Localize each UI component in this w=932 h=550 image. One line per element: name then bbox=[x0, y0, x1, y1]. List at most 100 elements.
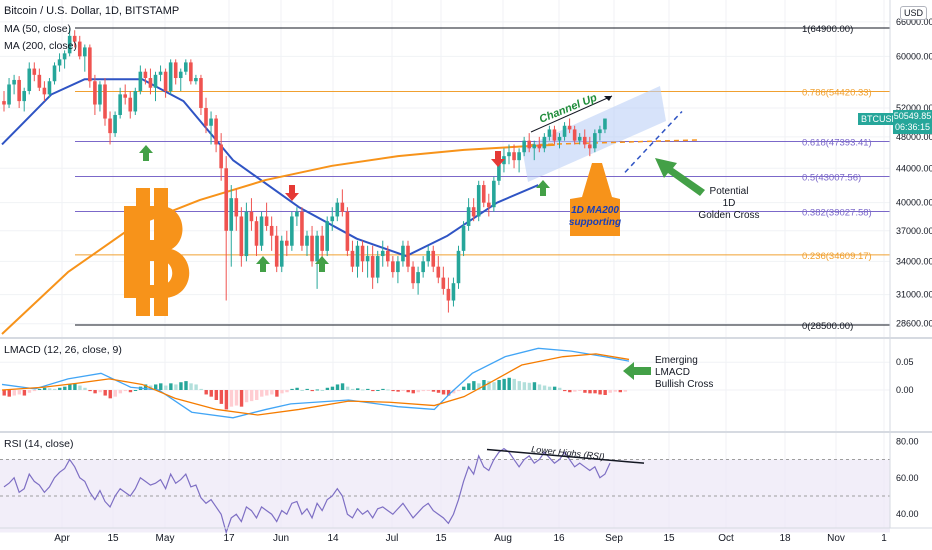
candle-body bbox=[47, 81, 52, 95]
candle-body bbox=[391, 261, 395, 273]
lmacd-histogram-bar bbox=[568, 390, 572, 393]
golden-cross-line2: 1D bbox=[723, 198, 736, 209]
x-tick-label: Oct bbox=[718, 533, 734, 544]
lmacd-histogram-bar bbox=[552, 386, 557, 390]
channel-arrow-line bbox=[530, 95, 613, 133]
candle-body bbox=[224, 168, 228, 231]
candle-body bbox=[476, 185, 481, 217]
green-up-arrow bbox=[315, 256, 329, 272]
candle-body bbox=[497, 164, 501, 181]
bitcoin-logo bbox=[124, 188, 190, 316]
rsi-lower-highs-trendline bbox=[486, 448, 645, 464]
candle-body bbox=[163, 71, 168, 92]
lmacd-histogram-bar bbox=[376, 390, 380, 391]
candle-body bbox=[178, 71, 183, 79]
candle-body bbox=[507, 152, 511, 157]
lmacd-legend[interactable]: LMACD (12, 26, close, 9) bbox=[4, 344, 122, 356]
candle-body bbox=[138, 71, 143, 92]
candle-body bbox=[194, 78, 198, 82]
candle-body bbox=[214, 118, 218, 145]
lmacd-macd-line bbox=[1, 347, 630, 419]
candle-body bbox=[113, 114, 117, 134]
lmacd-histogram-bar bbox=[17, 390, 22, 395]
candle-body bbox=[461, 225, 466, 251]
lmacd-histogram-bar bbox=[381, 388, 385, 390]
price-badge-value: 50549.85 bbox=[893, 111, 932, 121]
lmacd-histogram-bar bbox=[184, 381, 188, 390]
lmacd-histogram-bar bbox=[623, 390, 628, 392]
lmacd-histogram-bar bbox=[300, 390, 304, 391]
candle-body bbox=[52, 65, 57, 82]
lmacd-histogram-bar bbox=[199, 388, 203, 390]
lmacd-histogram-bar bbox=[462, 386, 466, 390]
ma-line bbox=[1, 78, 539, 258]
candle-body bbox=[542, 136, 547, 149]
lmacd-histogram-bar bbox=[330, 386, 335, 390]
candle-body bbox=[219, 144, 223, 169]
candle-body bbox=[199, 78, 203, 108]
symbol-title[interactable]: Bitcoin / U.S. Dollar, 1D, BITSTAMP bbox=[4, 5, 180, 17]
golden-cross-line3: Golden Cross bbox=[698, 210, 759, 221]
lmacd-histogram-bar bbox=[123, 390, 128, 392]
lmacd-histogram-bar bbox=[345, 386, 350, 390]
lmacd-y-tick: 0.00 bbox=[896, 385, 914, 395]
x-tick-label: 16 bbox=[553, 533, 565, 544]
candle-body bbox=[269, 225, 274, 236]
y-tick-label: 37000.00 bbox=[896, 226, 932, 236]
candle-body bbox=[62, 53, 67, 60]
lmacd-histogram-bar bbox=[68, 384, 72, 390]
candle-body bbox=[77, 41, 82, 57]
x-tick-label: 1 bbox=[881, 533, 887, 544]
rsi-legend[interactable]: RSI (14, close) bbox=[4, 438, 74, 450]
lmacd-histogram-bar bbox=[315, 389, 319, 391]
candle-body bbox=[27, 68, 32, 92]
lmacd-signal-line bbox=[1, 353, 630, 416]
lmacd-histogram-bar bbox=[27, 390, 32, 393]
currency-button[interactable]: USD bbox=[900, 6, 928, 20]
candle-body bbox=[537, 144, 542, 149]
x-tick-label: 14 bbox=[327, 533, 339, 544]
candle-body bbox=[244, 211, 249, 257]
candle-body bbox=[466, 207, 471, 226]
lmacd-histogram-bar bbox=[502, 378, 506, 390]
lmacd-histogram-bar bbox=[37, 388, 42, 390]
lmacd-histogram-bar bbox=[239, 390, 244, 407]
candle-body bbox=[436, 266, 441, 278]
lmacd-histogram-bar bbox=[209, 390, 213, 397]
lmacd-histogram-bar bbox=[234, 390, 239, 406]
ma200-legend[interactable]: MA (200, close) bbox=[4, 40, 77, 52]
candle-body bbox=[67, 35, 72, 54]
lmacd-histogram-bar bbox=[174, 384, 178, 390]
golden-cross-line1: Potential bbox=[710, 186, 749, 197]
fib-level-label: 0.382(39027.58) bbox=[802, 208, 872, 219]
lmacd-histogram-bar bbox=[320, 390, 325, 391]
candle-body bbox=[396, 261, 400, 273]
lmacd-histogram-bar bbox=[143, 384, 148, 390]
candle-body bbox=[158, 71, 163, 75]
candle-body bbox=[295, 211, 299, 217]
candle-body bbox=[340, 202, 345, 212]
lmacd-histogram-bar bbox=[244, 390, 249, 403]
x-tick-label: 15 bbox=[107, 533, 119, 544]
candle-body bbox=[562, 125, 567, 137]
fib-level-label: 1(64900.00) bbox=[802, 24, 853, 35]
ma-line bbox=[1, 143, 555, 335]
candle-body bbox=[57, 59, 62, 66]
candle-body bbox=[406, 245, 410, 267]
candle-body bbox=[108, 118, 112, 134]
candle-body bbox=[189, 62, 193, 82]
lmacd-histogram-bar bbox=[7, 390, 11, 397]
lmacd-histogram-bar bbox=[416, 390, 420, 393]
candle-body bbox=[481, 185, 486, 203]
fib-level-label: 0(28500.00) bbox=[802, 321, 853, 332]
candle-body bbox=[254, 221, 259, 246]
candle-body bbox=[552, 129, 557, 141]
candle-body bbox=[492, 180, 496, 208]
ma50-legend[interactable]: MA (50, close) bbox=[4, 23, 72, 35]
lmacd-histogram-bar bbox=[578, 390, 582, 391]
candle-body bbox=[370, 256, 375, 278]
fib-level-label: 0.5(43007.56) bbox=[802, 172, 861, 183]
lmacd-histogram-bar bbox=[2, 390, 6, 396]
candle-body bbox=[421, 261, 425, 273]
